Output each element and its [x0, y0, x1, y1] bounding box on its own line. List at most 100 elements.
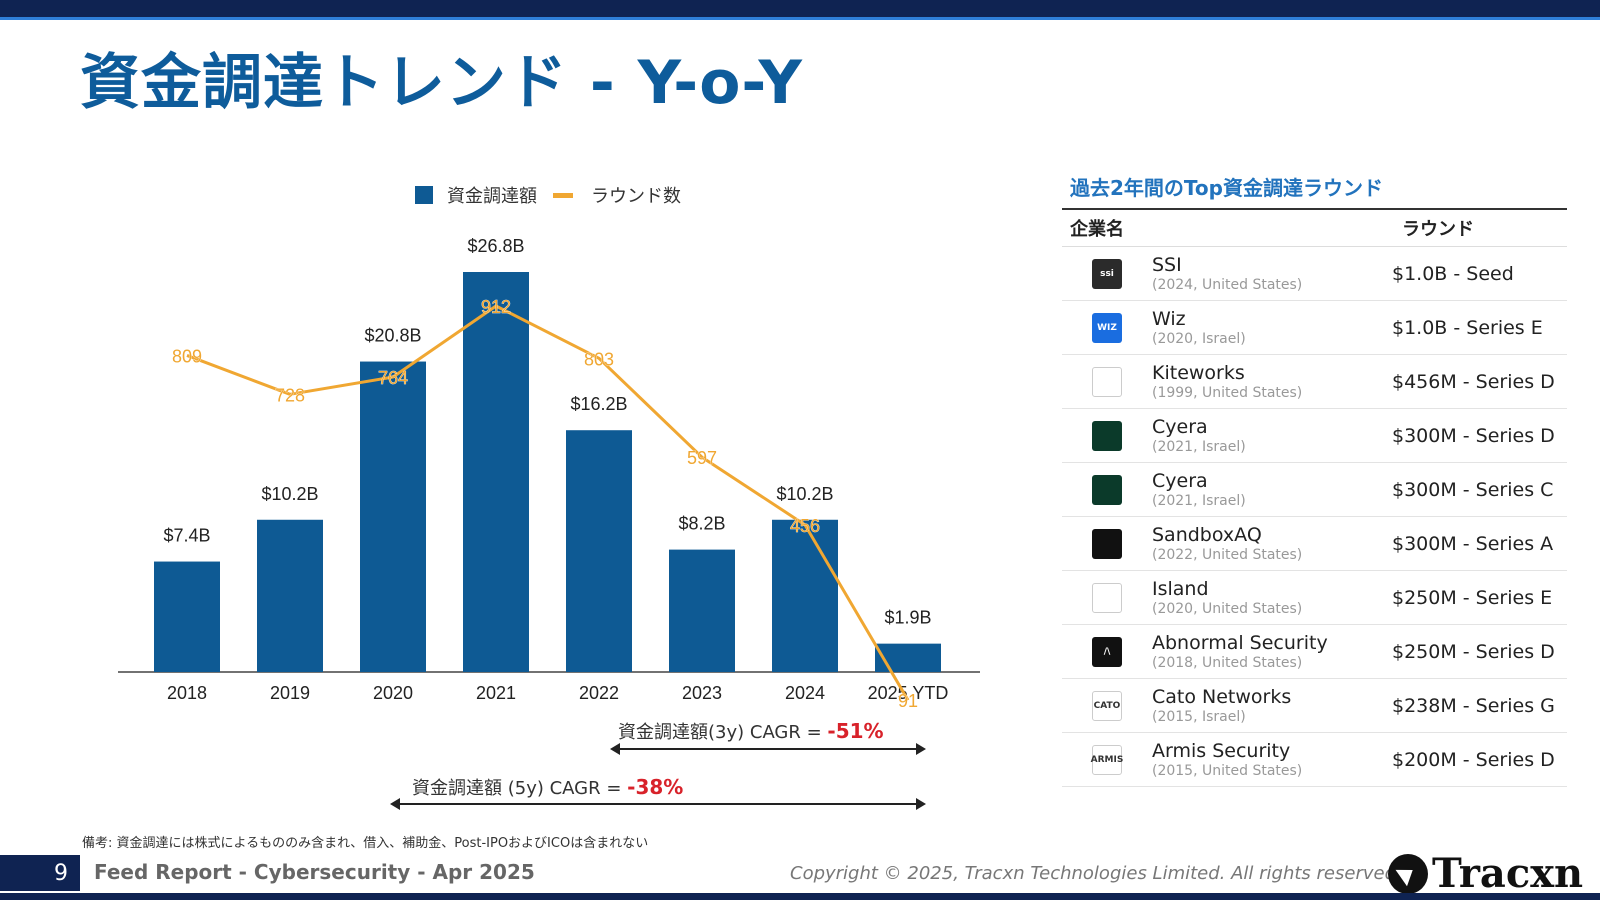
round-value: $1.0B - Series E [1392, 316, 1543, 339]
company-logo-cell [1062, 474, 1152, 505]
tracxn-logo-icon [1388, 853, 1428, 894]
rounds-point-label: 803 [584, 349, 614, 369]
company-logo-cell: WIZ [1062, 312, 1152, 343]
x-tick-label: 2025 YTD [868, 683, 949, 703]
cagr-3y-label: 資金調達額(3y) CAGR = [618, 722, 828, 743]
funding-bar [566, 430, 632, 672]
table-row: CATO Cato Networks (2015, Israel) $238M - S… [1062, 679, 1567, 733]
round-value: $300M - Series C [1392, 478, 1554, 501]
company-detail: (2020, Israel) [1152, 330, 1246, 347]
bar-value-label: $1.9B [884, 608, 931, 628]
company-name-cell: Cyera (2021, Israel) [1152, 416, 1392, 456]
round-value: $200M - Series D [1392, 748, 1555, 771]
bar-value-label: $7.4B [163, 526, 210, 546]
footer-copyright: Copyright © 2025, Tracxn Technologies Li… [790, 863, 1402, 884]
company-detail: (2021, Israel) [1152, 438, 1246, 455]
round-value: $300M - Series A [1392, 532, 1554, 555]
company-logo-cell [1062, 582, 1152, 613]
company-logo-cell: /\ [1062, 636, 1152, 667]
round-value: $250M - Series E [1392, 586, 1553, 609]
x-tick-label: 2023 [682, 683, 722, 703]
company-name: Kiteworks [1152, 361, 1245, 384]
company-logo-icon: WIZ [1092, 312, 1122, 343]
company-logo-icon: ARMIS [1091, 744, 1123, 775]
company-name-cell: Kiteworks (1999, United States) [1152, 362, 1392, 402]
table-row: Cyera (2021, Israel) $300M - Series D [1062, 409, 1567, 463]
company-logo-cell [1062, 366, 1152, 397]
company-logo-icon [1092, 420, 1122, 451]
funding-trend-chart: $7.4B 2018 $10.2B 2019 $20.8B 2020 $26.8B 2021 $… [118, 236, 980, 711]
rounds-point-label: 912 [481, 297, 511, 317]
legend-line-swatch [553, 192, 573, 198]
company-detail: (2021, Israel) [1152, 492, 1246, 509]
company-detail: (2024, United States) [1152, 276, 1303, 293]
bar-value-label: $10.2B [776, 484, 833, 504]
round-value: $300M - Series D [1392, 424, 1555, 447]
bar-value-label: $26.8B [467, 236, 524, 256]
legend-line-label: ラウンド数 [591, 186, 681, 207]
bottom-footer-rule [0, 893, 1600, 900]
tracxn-logo-text: Tracxn [1432, 850, 1584, 897]
round-value: $456M - Series D [1392, 370, 1555, 393]
cagr-5y-label: 資金調達額 (5y) CAGR = [412, 778, 628, 799]
company-name: SSI [1152, 253, 1182, 276]
funding-bar [875, 643, 941, 672]
round-value: $250M - Series D [1392, 640, 1555, 663]
page-title: 資金調達トレンド - Y-o-Y [80, 48, 803, 118]
company-name-cell: SandboxAQ (2022, United States) [1152, 524, 1392, 564]
x-tick-label: 2022 [579, 683, 619, 703]
x-tick-label: 2019 [270, 683, 310, 703]
company-detail: (2022, United States) [1152, 546, 1303, 563]
x-tick-label: 2024 [785, 683, 825, 703]
table-body: ssi SSI (2024, United States) $1.0B - Seed W… [1062, 247, 1567, 787]
x-tick-label: 2018 [167, 683, 207, 703]
rounds-line [186, 304, 910, 701]
company-name: Cyera [1152, 469, 1208, 492]
table-row: /\ Abnormal Security (2018, United States)… [1062, 625, 1567, 679]
rounds-point-label: 91 [898, 691, 918, 711]
company-detail: (2015, Israel) [1152, 708, 1246, 725]
company-logo-icon: /\ [1092, 636, 1122, 667]
company-logo-cell: ssi [1062, 258, 1152, 289]
funding-bar [257, 519, 323, 672]
company-name-cell: Wiz (2020, Israel) [1152, 308, 1392, 348]
company-logo-icon [1092, 528, 1122, 559]
rounds-point-label: 764 [378, 368, 408, 388]
funding-bar [772, 519, 838, 672]
top-header-bar [0, 0, 1600, 20]
cagr-3y-arrow [610, 743, 926, 755]
round-value: $1.0B - Seed [1392, 262, 1514, 285]
rounds-point-label: 728 [275, 385, 305, 405]
company-logo-icon: CATO [1092, 690, 1122, 721]
cagr-5y-value: -38% [627, 775, 684, 799]
bar-value-label: $10.2B [261, 484, 318, 504]
table-row: ssi SSI (2024, United States) $1.0B - Seed [1062, 247, 1567, 301]
round-value: $238M - Series G [1392, 694, 1555, 717]
company-logo-cell: ARMIS [1062, 744, 1152, 775]
company-name: Armis Security [1152, 739, 1291, 762]
table-row: Cyera (2021, Israel) $300M - Series C [1062, 463, 1567, 517]
x-tick-label: 2021 [476, 683, 516, 703]
company-logo-cell: CATO [1062, 690, 1152, 721]
x-tick-label: 2020 [373, 683, 413, 703]
bar-value-label: $16.2B [570, 394, 627, 414]
table-row: ARMIS Armis Security (2015, United States)… [1062, 733, 1567, 787]
col-header-company: 企業名 [1070, 219, 1124, 240]
rounds-point-label: 809 [172, 346, 202, 366]
cagr-5y-arrow [390, 798, 926, 810]
company-detail: (2018, United States) [1152, 654, 1303, 671]
company-name: SandboxAQ [1152, 523, 1262, 546]
rounds-point-label: 597 [687, 448, 717, 468]
footer-report-title: Feed Report - Cybersecurity - Apr 2025 [94, 860, 535, 884]
funding-bar [463, 272, 529, 672]
funding-bar [154, 561, 220, 672]
company-logo-cell [1062, 420, 1152, 451]
company-logo-icon: ssi [1092, 258, 1122, 289]
tracxn-logo: Tracxn [1388, 850, 1583, 897]
company-logo-icon [1092, 366, 1122, 397]
company-name: Cyera [1152, 415, 1208, 438]
company-name: Wiz [1152, 307, 1186, 330]
company-logo-cell [1062, 528, 1152, 559]
company-name: Abnormal Security [1152, 631, 1328, 654]
company-logo-icon [1092, 474, 1122, 505]
